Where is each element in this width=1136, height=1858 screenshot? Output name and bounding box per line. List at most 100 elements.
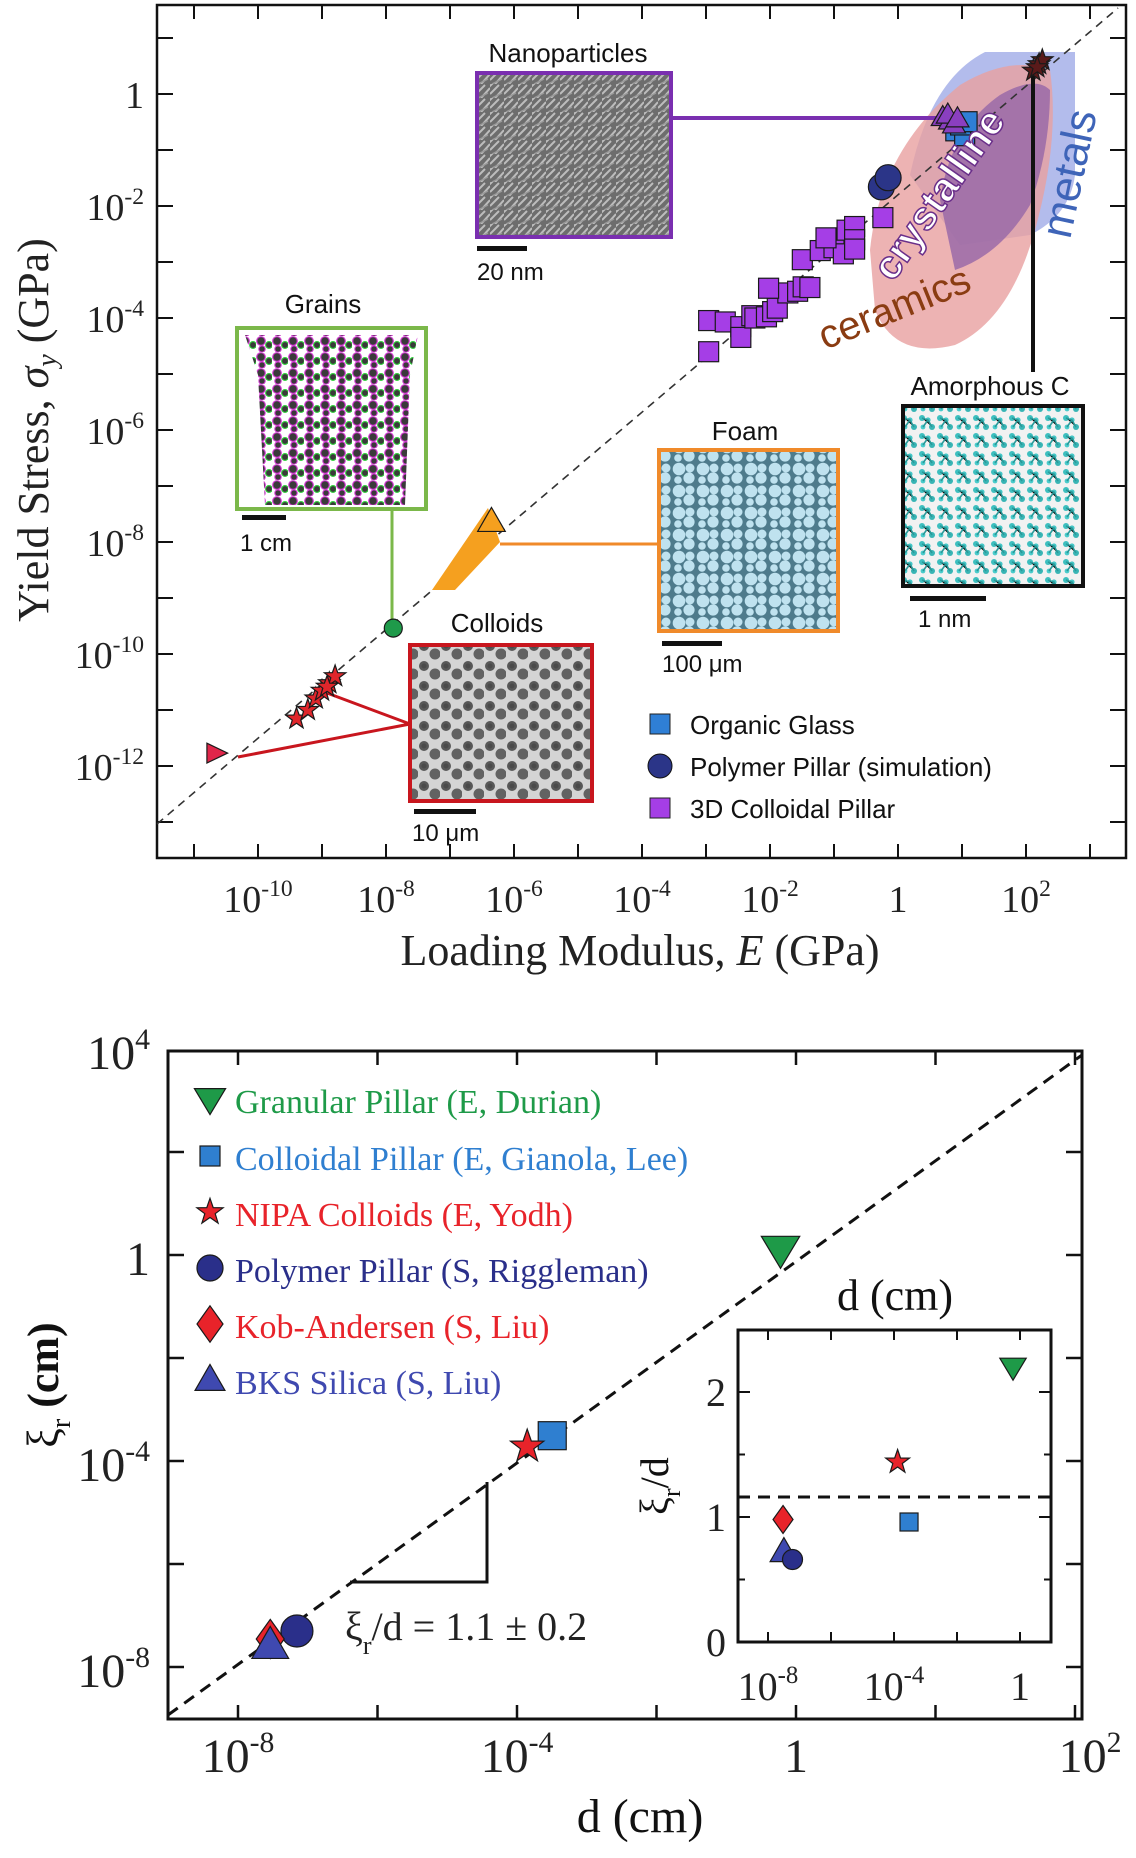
x-tick-label: 1 xyxy=(784,1730,808,1783)
grains-micrograph xyxy=(245,335,418,505)
y-tick-label: 10-8 xyxy=(86,520,144,565)
inset-x-axis-title: d (cm) xyxy=(837,1271,953,1320)
reference-dashed-line xyxy=(167,1053,1083,1717)
data-point-3d-colloidal-pillar xyxy=(844,238,866,260)
y-tick-label: 10-10 xyxy=(75,632,144,677)
data-point-polymer-pillar-s-riggleman- xyxy=(280,1614,314,1648)
inset-data-points xyxy=(769,1357,1028,1571)
inset-point-polymer-pillar-s-riggleman- xyxy=(781,1548,804,1571)
colloids-connector-a xyxy=(326,691,411,726)
y-tick-label: 104 xyxy=(87,1023,150,1080)
x-tick-label: 10-4 xyxy=(613,876,671,921)
legend-marker-kob-andersen-s-liu- xyxy=(196,1304,224,1344)
scale-bar xyxy=(242,515,286,520)
inset-title-colloids: Colloids xyxy=(451,608,544,638)
x-tick-label: 102 xyxy=(1059,1726,1122,1783)
legend-marker-granular-pillar-e-durian- xyxy=(193,1087,227,1116)
colloids-micrograph xyxy=(408,643,594,803)
bottom-y-tick-labels: 104 1 10-4 10-8 xyxy=(77,1023,150,1698)
inset-x-tick-label: 1 xyxy=(1010,1664,1030,1709)
y-tick-label: 1 xyxy=(126,1233,150,1286)
x-tick-label: 10-8 xyxy=(202,1726,275,1783)
data-point-granular-pillar-e-durian- xyxy=(760,1235,801,1270)
bottom-x-tick-labels: 10-8 10-4 1 102 xyxy=(202,1726,1122,1783)
colloids-connector-b xyxy=(237,722,411,759)
x-tick-label: 10-8 xyxy=(357,876,415,921)
inset-foam: Foam 100 μm xyxy=(657,416,840,678)
data-point-3d-colloidal-pillar xyxy=(791,249,813,271)
inset-frame xyxy=(736,1328,1053,1644)
xi-vs-d-chart: ξr/d = 1.1 ± 0.2 Granular Pillar (E, Dur… xyxy=(19,1023,1121,1843)
yield-stress-chart: ceramics crystalline metals Nanoparticle… xyxy=(9,3,1128,975)
slope-triangle xyxy=(350,1482,489,1584)
legend-label: Granular Pillar (E, Durian) xyxy=(235,1084,601,1121)
data-point-foam xyxy=(476,506,507,533)
y-tick-label: 10-8 xyxy=(77,1641,150,1698)
inset-amorphous-c: Amorphous C 1 nm xyxy=(901,371,1085,633)
data-point-3d-colloidal-pillar xyxy=(698,341,720,363)
data-point-nipa-colloids-e-yodh- xyxy=(508,1427,546,1463)
bottom-y-axis-title: ξr (cm) xyxy=(19,1322,77,1447)
data-point-amorphous-c xyxy=(1024,54,1050,78)
bottom-plot-frame xyxy=(166,1049,1084,1721)
inset-title-grains: Grains xyxy=(285,289,362,319)
scale-bar-label: 1 nm xyxy=(918,606,971,633)
legend-label-polymer-pillar: Polymer Pillar (simulation) xyxy=(690,752,992,782)
slope-annotation: ξr/d = 1.1 ± 0.2 xyxy=(345,1604,587,1660)
inset-axis-ticks xyxy=(738,1330,1051,1642)
data-point-colloids-triangle- xyxy=(206,742,230,764)
legend-label: Polymer Pillar (S, Riggleman) xyxy=(235,1253,649,1290)
inset-title-foam: Foam xyxy=(712,416,778,446)
data-point-3d-colloidal-pillar xyxy=(872,207,894,229)
inset-x-tick-label: 10-4 xyxy=(864,1662,925,1709)
inset-point-nipa-colloids-e-yodh- xyxy=(883,1447,912,1474)
amorphous-c-render xyxy=(901,404,1085,588)
top-y-axis-title: Yield Stress, σy (GPa) xyxy=(9,238,63,622)
legend-label: Kob-Andersen (S, Liu) xyxy=(235,1309,549,1346)
top-legend: Organic Glass Polymer Pillar (simulation… xyxy=(647,710,992,824)
y-tick-label: 10-2 xyxy=(86,184,144,229)
data-point-3d-colloidal-pillar xyxy=(730,326,752,349)
scale-bar xyxy=(910,596,986,601)
scale-bar-label: 10 μm xyxy=(412,820,479,847)
data-point-colloids xyxy=(314,673,340,698)
data-point-grains xyxy=(383,618,403,638)
legend-marker-polymer-pillar-s-riggleman- xyxy=(196,1254,224,1282)
y-tick-label: 10-4 xyxy=(77,1435,150,1492)
inset-grains: Grains 1 cm xyxy=(235,289,428,557)
data-point-colloids xyxy=(322,663,348,687)
inset-y-tick-label: 2 xyxy=(706,1370,726,1415)
nanoparticles-micrograph xyxy=(475,71,673,239)
x-tick-label: 10-2 xyxy=(741,876,799,921)
inset-point-colloidal-pillar-e-gianola-lee- xyxy=(899,1512,919,1532)
legend-marker-nipa-colloids-e-yodh- xyxy=(195,1196,225,1225)
inset-point-kob-andersen-s-liu- xyxy=(772,1504,794,1535)
legend-marker-organic-glass xyxy=(649,713,671,735)
bottom-axis-ticks xyxy=(168,1051,1082,1719)
x-tick-label: 10-4 xyxy=(481,1726,554,1783)
top-x-tick-labels: 10-10 10-8 10-6 10-4 10-2 1 102 xyxy=(223,876,1051,921)
legend-label-organic-glass: Organic Glass xyxy=(690,710,855,740)
legend-marker-3d-colloidal-pillar xyxy=(649,797,671,819)
legend-label: Colloidal Pillar (E, Gianola, Lee) xyxy=(235,1141,688,1178)
legend-marker-polymer-pillar xyxy=(647,753,673,779)
bottom-x-axis-title: d (cm) xyxy=(577,1790,704,1843)
data-point-colloidal-pillar-e-gianola-lee- xyxy=(537,1421,567,1451)
y-tick-label: 10-12 xyxy=(75,744,144,789)
scale-bar-label: 1 cm xyxy=(240,530,292,557)
top-x-axis-title: Loading Modulus, E (GPa) xyxy=(400,926,879,975)
data-point-colloids xyxy=(295,696,321,721)
data-point-bks-silica-s-liu- xyxy=(250,1625,290,1660)
y-tick-label: 1 xyxy=(125,75,144,117)
data-point-nanoparticles xyxy=(944,105,971,128)
top-y-tick-labels: 1 10-2 10-4 10-6 10-8 10-10 10-12 xyxy=(75,75,145,789)
inset-nanoparticles: Nanoparticles 20 nm xyxy=(475,38,673,286)
bottom-data-points xyxy=(250,1235,801,1660)
scale-bar-label: 100 μm xyxy=(662,651,743,678)
x-tick-label: 102 xyxy=(1001,876,1051,921)
inset-title-amorphous-c: Amorphous C xyxy=(911,371,1070,401)
top-axis-ticks xyxy=(157,5,1126,858)
foam-micrograph xyxy=(657,448,840,633)
inset-y-axis-title: ξr/d xyxy=(632,1457,686,1515)
